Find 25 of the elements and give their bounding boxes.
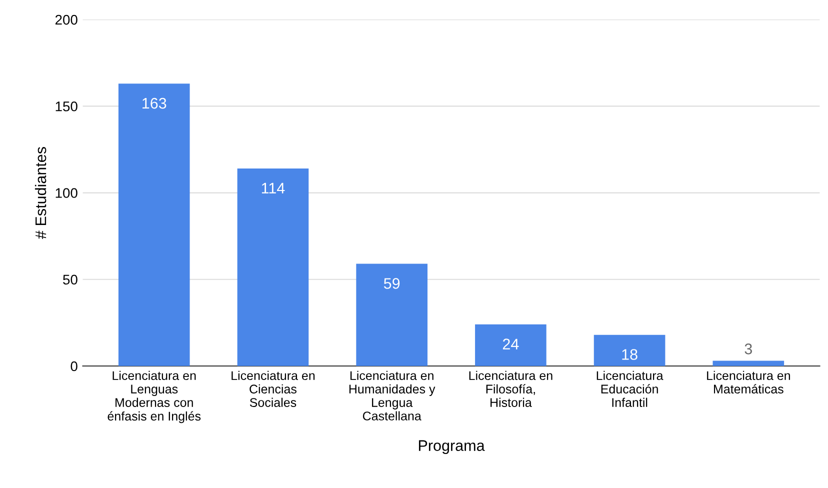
bar [475,324,546,366]
x-axis-title: Programa [418,440,485,454]
bar [237,168,309,366]
data-label: 59 [384,278,400,289]
bar [118,84,190,366]
bar [712,360,784,366]
x-tick-label: Licenciatura en Matemáticas [707,370,790,394]
x-tick-label: Licenciatura en Ciencias Sociales [232,370,315,407]
bar [594,334,666,366]
y-tick-label: 0 [70,361,78,372]
x-tick-label: Licenciatura en Lenguas Modernas con énfasis en Inglés [108,370,201,424]
x-tick-label: Licenciatura en Filosofía, Historia [469,370,552,407]
bar [356,264,428,366]
data-label: 114 [262,182,285,194]
x-tick-label: Licenciatura en Humanidades y Lengua Castellana [349,370,436,420]
data-label: 18 [622,349,638,360]
data-label: 24 [502,338,519,350]
y-tick-label: 100 [56,188,78,198]
y-axis-title: # Estudiantes [34,147,46,239]
x-tick-label: Licenciatura Educación Infantil [596,370,664,407]
y-tick-label: 150 [56,101,78,112]
data-label: 163 [142,98,166,109]
y-tick-label: 200 [55,14,78,25]
data-label: 3 [744,344,752,354]
y-tick-label: 50 [63,274,78,285]
